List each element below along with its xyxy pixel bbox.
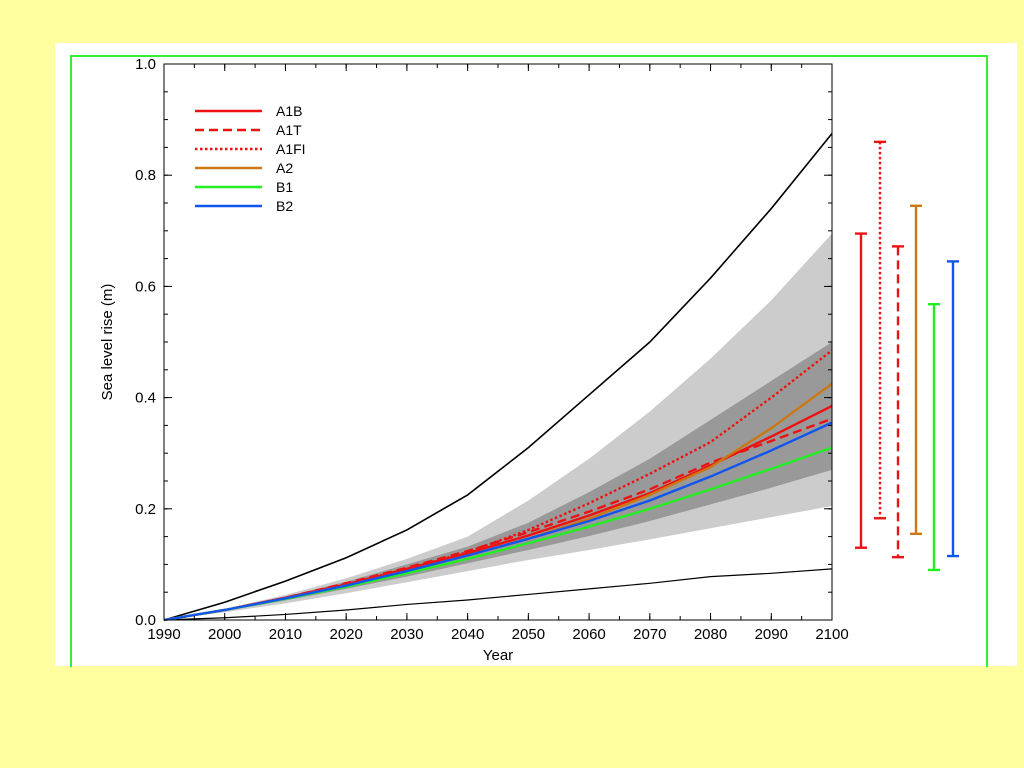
x-tick-label: 2050	[512, 626, 545, 643]
x-tick-label: 2030	[390, 626, 423, 643]
legend-label-b2: B2	[276, 198, 293, 214]
envelope-lines	[163, 132, 833, 621]
x-tick-label: 2070	[633, 626, 666, 643]
legend-label-a1b: A1B	[276, 103, 302, 119]
x-tick-label: 2020	[329, 626, 362, 643]
axis-ticks: 1990 2000 2010 2020 2030 2040 2050 2060 2070 2080…	[135, 56, 849, 643]
scenario-lines	[163, 349, 833, 622]
y-tick-label: 0.8	[135, 167, 156, 184]
x-tick-label: 2010	[269, 626, 302, 643]
series-line-a1fi	[163, 349, 833, 622]
x-tick-label: 2060	[572, 626, 605, 643]
series-line-b2	[163, 421, 833, 622]
y-tick-label: 0.2	[135, 501, 156, 518]
y-axis-label: Sea level rise (m)	[99, 284, 116, 401]
y-tick-label: 0.0	[135, 612, 156, 629]
band-light	[164, 233, 832, 620]
x-tick-label: 2080	[694, 626, 727, 643]
y-tick-label: 0.4	[135, 390, 156, 407]
x-tick-label: 2000	[208, 626, 241, 643]
range-bars-2100	[855, 140, 959, 572]
chart-panel	[55, 43, 1017, 666]
legend: A1B A1T A1FI A2 B1 B2	[195, 103, 306, 214]
legend-label-a2: A2	[276, 160, 293, 176]
x-tick-label: 2040	[451, 626, 484, 643]
legend-label-a1fi: A1FI	[276, 141, 306, 157]
legend-label-a1t: A1T	[276, 122, 302, 138]
x-tick-label: 2100	[815, 626, 848, 643]
legend-label-b1: B1	[276, 179, 293, 195]
y-tick-label: 1.0	[135, 56, 156, 73]
x-axis-label: Year	[483, 647, 513, 664]
bound-line-lower	[163, 568, 833, 621]
bound-line-upper	[163, 132, 833, 621]
y-tick-label: 0.6	[135, 278, 156, 295]
x-tick-label: 1990	[147, 626, 180, 643]
x-tick-label: 2090	[755, 626, 788, 643]
uncertainty-bands	[164, 233, 832, 620]
green-frame	[70, 55, 988, 667]
